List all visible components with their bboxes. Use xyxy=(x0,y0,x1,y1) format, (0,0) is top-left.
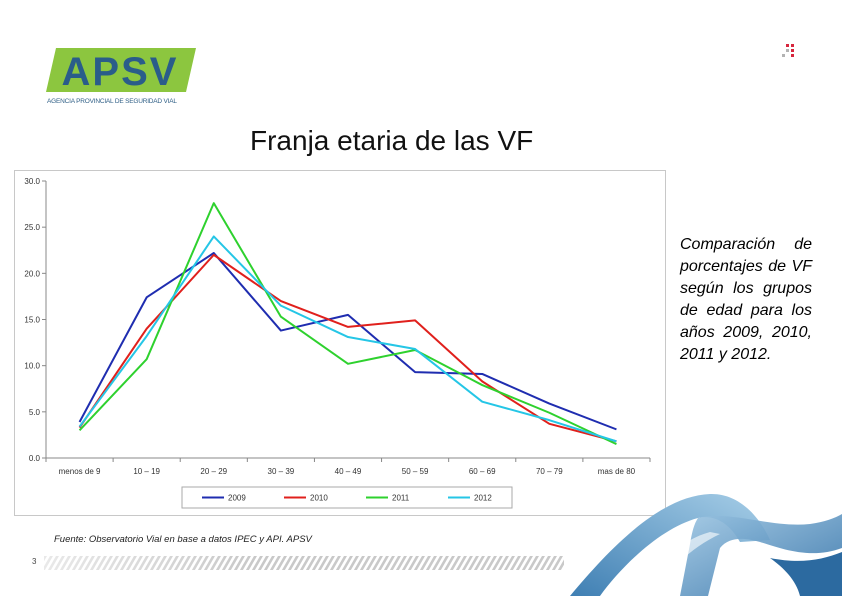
page-number: 3 xyxy=(32,557,37,566)
chart-frame xyxy=(14,170,666,516)
chart-legend: 2009 2010 2011 2012 xyxy=(181,486,513,509)
y-tick-label: 0.0 xyxy=(29,454,41,463)
logo-text: APSV xyxy=(62,50,179,94)
logo-caption: AGENCIA PROVINCIAL DE SEGURIDAD VIAL xyxy=(47,98,177,105)
x-tick-label: 30 – 39 xyxy=(268,467,295,476)
apsv-logo: APSV xyxy=(46,48,196,94)
series-line-2011 xyxy=(78,202,617,446)
x-tick-label: 40 – 49 xyxy=(335,467,362,476)
legend-label-2012: 2012 xyxy=(474,494,492,503)
slide-title: Franja etaria de las VF xyxy=(250,125,534,156)
legend-label-2009: 2009 xyxy=(228,494,246,503)
y-tick-label: 20.0 xyxy=(24,269,40,278)
x-tick-label: 10 – 19 xyxy=(133,467,160,476)
x-tick-label: 60 – 69 xyxy=(469,467,496,476)
y-tick-label: 30.0 xyxy=(24,177,40,186)
y-tick-label: 25.0 xyxy=(24,223,40,232)
legend-label-2011: 2011 xyxy=(392,494,410,503)
x-tick-label: menos de 9 xyxy=(59,467,101,476)
series-line-2009 xyxy=(78,252,617,431)
logo-background xyxy=(46,48,196,92)
slide-description: Comparación de porcentajes de VF según l… xyxy=(680,236,812,363)
y-tick-label: 5.0 xyxy=(29,408,41,417)
source-note: Fuente: Observatorio Vial en base a dato… xyxy=(54,534,312,545)
series-line-2012 xyxy=(78,235,617,443)
legend-box xyxy=(181,486,513,509)
decorative-road-swoosh xyxy=(570,493,842,596)
x-tick-label: 50 – 59 xyxy=(402,467,429,476)
x-tick-label: 20 – 29 xyxy=(200,467,227,476)
y-tick-label: 15.0 xyxy=(24,316,40,325)
x-axis: menos de 9 10 – 19 20 – 29 30 – 39 40 – 49 50… xyxy=(45,457,651,476)
y-tick-label: 10.0 xyxy=(24,362,40,371)
decorative-hatch-band xyxy=(44,556,564,570)
x-tick-label: 70 – 79 xyxy=(536,467,563,476)
decorative-dots-icon xyxy=(782,44,794,57)
x-tick-label: mas de 80 xyxy=(598,467,636,476)
series-lines xyxy=(78,202,617,446)
legend-label-2010: 2010 xyxy=(310,494,328,503)
age-group-line-chart: 0.0 5.0 10.0 15.0 20.0 25.0 30.0 menos de 9 10 … xyxy=(14,170,666,516)
y-axis: 0.0 5.0 10.0 15.0 20.0 25.0 30.0 xyxy=(24,177,47,463)
